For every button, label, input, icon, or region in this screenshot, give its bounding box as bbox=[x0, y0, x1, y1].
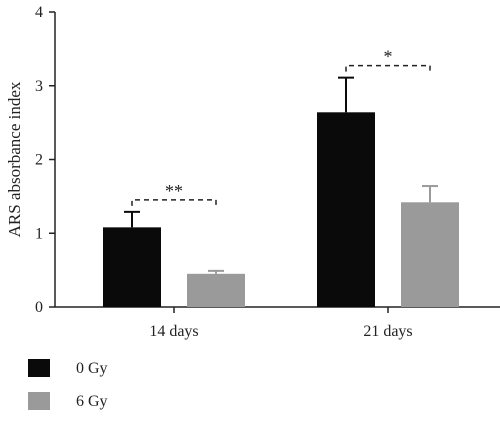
y-tick-label: 1 bbox=[35, 225, 43, 242]
significance-label: * bbox=[384, 47, 393, 67]
bar bbox=[187, 273, 245, 307]
bar bbox=[103, 227, 161, 307]
y-axis-title: ARS absorbance index bbox=[5, 81, 24, 237]
legend-label: 6 Gy bbox=[76, 393, 108, 410]
plot-area: 0 1 2 3 4 14 days ** 21 days * bbox=[35, 4, 500, 340]
bar bbox=[401, 202, 459, 307]
legend-swatch bbox=[28, 359, 50, 377]
significance-label: ** bbox=[165, 181, 183, 201]
significance-bracket bbox=[345, 64, 431, 72]
significance-bracket bbox=[131, 199, 217, 206]
y-tick-label: 3 bbox=[35, 78, 43, 95]
bar bbox=[317, 112, 375, 307]
x-tick-label: 14 days bbox=[149, 323, 198, 340]
y-tick-label: 2 bbox=[35, 152, 43, 169]
y-tick-label: 4 bbox=[35, 4, 43, 21]
legend-label: 0 Gy bbox=[76, 360, 108, 377]
x-tick-label: 21 days bbox=[363, 323, 412, 340]
legend-swatch bbox=[28, 392, 50, 410]
y-tick-label: 0 bbox=[35, 299, 43, 316]
legend: 0 Gy 6 Gy bbox=[28, 359, 108, 410]
